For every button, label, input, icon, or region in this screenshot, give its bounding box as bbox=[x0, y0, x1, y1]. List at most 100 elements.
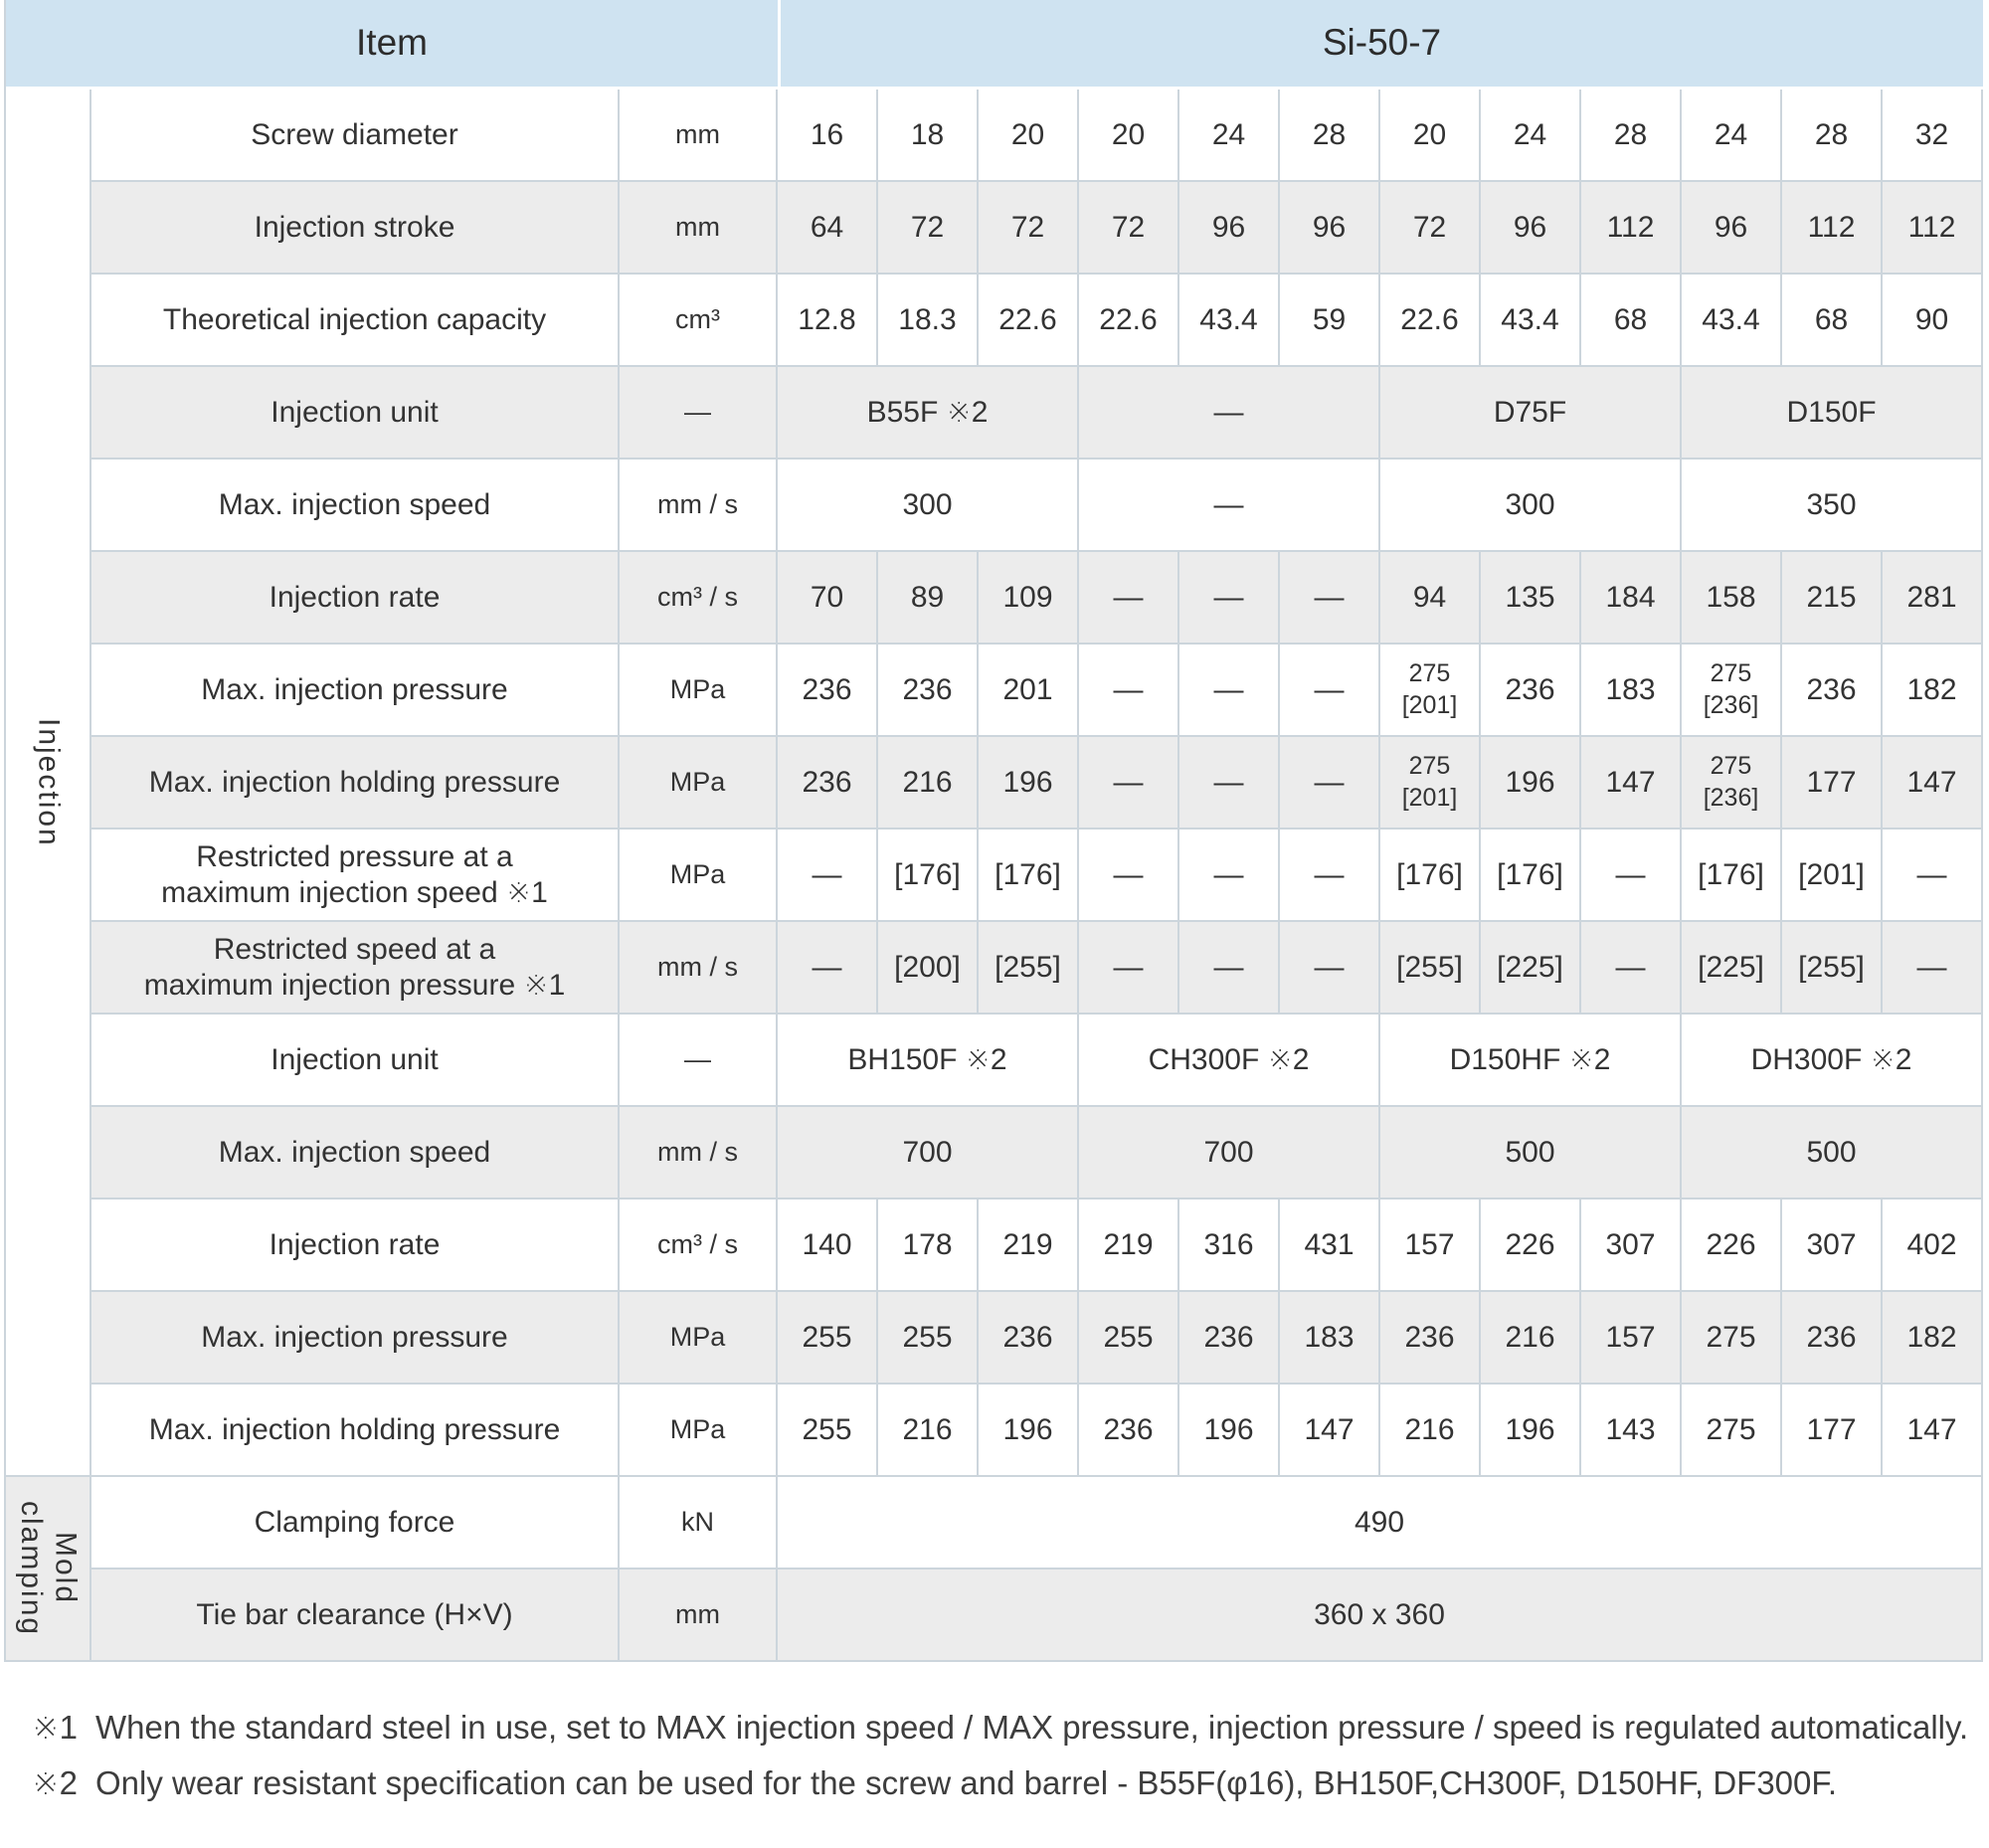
data-cell: 182 bbox=[1883, 645, 1983, 737]
data-cell: — bbox=[1581, 830, 1682, 922]
data-cell: 216 bbox=[878, 1385, 979, 1477]
data-cell: 24 bbox=[1682, 90, 1782, 182]
row-label: Max. injection pressure bbox=[91, 645, 620, 737]
data-cell: 281 bbox=[1883, 552, 1983, 645]
data-cell: 183 bbox=[1581, 645, 1682, 737]
row-unit: cm³ bbox=[620, 275, 778, 367]
data-cell: 96 bbox=[1682, 182, 1782, 275]
data-cell: 24 bbox=[1481, 90, 1581, 182]
row-unit: MPa bbox=[620, 830, 778, 922]
data-cell: 147 bbox=[1581, 737, 1682, 830]
data-cell: — bbox=[1079, 737, 1179, 830]
data-cell: [200] bbox=[878, 922, 979, 1015]
row-label: Max. injection holding pressure bbox=[91, 737, 620, 830]
data-cell: — bbox=[1179, 552, 1280, 645]
data-cell: 275 bbox=[1682, 1292, 1782, 1385]
data-cell: 201 bbox=[979, 645, 1079, 737]
data-cell: — bbox=[1280, 552, 1380, 645]
data-cell: — bbox=[1179, 737, 1280, 830]
data-cell: 196 bbox=[1481, 1385, 1581, 1477]
data-cell: — bbox=[1079, 367, 1380, 460]
row-label: Screw diameter bbox=[91, 90, 620, 182]
data-cell: CH300F ※2 bbox=[1079, 1015, 1380, 1107]
row-unit: cm³ / s bbox=[620, 1200, 778, 1292]
data-cell: — bbox=[1581, 922, 1682, 1015]
data-cell: 12.8 bbox=[778, 275, 878, 367]
data-cell: 96 bbox=[1280, 182, 1380, 275]
data-cell: B55F ※2 bbox=[778, 367, 1079, 460]
data-cell: 360 x 360 bbox=[778, 1570, 1983, 1662]
row-label: Max. injection pressure bbox=[91, 1292, 620, 1385]
data-cell: 89 bbox=[878, 552, 979, 645]
data-cell: [176] bbox=[1682, 830, 1782, 922]
data-cell: — bbox=[1883, 922, 1983, 1015]
data-cell: — bbox=[1079, 830, 1179, 922]
row-label: Injection unit bbox=[91, 367, 620, 460]
data-cell: 96 bbox=[1481, 182, 1581, 275]
row-unit: mm / s bbox=[620, 460, 778, 552]
data-cell: 196 bbox=[979, 1385, 1079, 1477]
data-cell: 140 bbox=[778, 1200, 878, 1292]
footnote-1: ※1 When the standard steel in use, set t… bbox=[32, 1708, 1989, 1747]
footnote-2-marker: ※2 bbox=[32, 1764, 79, 1801]
data-cell: 20 bbox=[1380, 90, 1481, 182]
data-cell: — bbox=[778, 830, 878, 922]
row-unit: mm bbox=[620, 182, 778, 275]
data-cell: 64 bbox=[778, 182, 878, 275]
data-cell: 275 bbox=[1682, 1385, 1782, 1477]
data-cell: — bbox=[1883, 830, 1983, 922]
data-cell: 219 bbox=[1079, 1200, 1179, 1292]
data-cell: 236 bbox=[1481, 645, 1581, 737]
model-header: Si-50-7 bbox=[778, 0, 1983, 90]
data-cell: 236 bbox=[878, 645, 979, 737]
data-cell: 20 bbox=[979, 90, 1079, 182]
footnote-2-text: Only wear resistant specification can be… bbox=[95, 1764, 1838, 1801]
data-cell: 215 bbox=[1782, 552, 1883, 645]
row-label: Max. injection holding pressure bbox=[91, 1385, 620, 1477]
data-cell: 236 bbox=[1782, 1292, 1883, 1385]
data-cell: D75F bbox=[1380, 367, 1682, 460]
data-cell: 43.4 bbox=[1179, 275, 1280, 367]
data-cell: 20 bbox=[1079, 90, 1179, 182]
data-cell: 24 bbox=[1179, 90, 1280, 182]
data-cell: 236 bbox=[1179, 1292, 1280, 1385]
row-label: Tie bar clearance (H×V) bbox=[91, 1570, 620, 1662]
data-cell: 183 bbox=[1280, 1292, 1380, 1385]
row-label: Restricted pressure at a maximum injecti… bbox=[91, 830, 620, 922]
data-cell: 18 bbox=[878, 90, 979, 182]
data-cell: 226 bbox=[1682, 1200, 1782, 1292]
data-cell: 135 bbox=[1481, 552, 1581, 645]
data-cell: 275 [236] bbox=[1682, 737, 1782, 830]
data-cell: 28 bbox=[1280, 90, 1380, 182]
data-cell: — bbox=[1079, 552, 1179, 645]
data-cell: — bbox=[1179, 830, 1280, 922]
row-unit: mm / s bbox=[620, 922, 778, 1015]
data-cell: 177 bbox=[1782, 737, 1883, 830]
row-label: Theoretical injection capacity bbox=[91, 275, 620, 367]
data-cell: 402 bbox=[1883, 1200, 1983, 1292]
data-cell: 700 bbox=[1079, 1107, 1380, 1200]
data-cell: 70 bbox=[778, 552, 878, 645]
data-cell: BH150F ※2 bbox=[778, 1015, 1079, 1107]
data-cell: — bbox=[1079, 645, 1179, 737]
data-cell: 236 bbox=[1380, 1292, 1481, 1385]
data-cell: 59 bbox=[1280, 275, 1380, 367]
data-cell: 112 bbox=[1883, 182, 1983, 275]
data-cell: 500 bbox=[1380, 1107, 1682, 1200]
data-cell: — bbox=[1280, 922, 1380, 1015]
data-cell: [255] bbox=[1782, 922, 1883, 1015]
data-cell: 109 bbox=[979, 552, 1079, 645]
data-cell: 178 bbox=[878, 1200, 979, 1292]
data-cell: 255 bbox=[878, 1292, 979, 1385]
data-cell: — bbox=[778, 922, 878, 1015]
data-cell: 157 bbox=[1581, 1292, 1682, 1385]
data-cell: [225] bbox=[1682, 922, 1782, 1015]
footnote-1-text: When the standard steel in use, set to M… bbox=[95, 1709, 1969, 1746]
data-cell: 196 bbox=[1179, 1385, 1280, 1477]
row-unit: mm / s bbox=[620, 1107, 778, 1200]
row-unit: MPa bbox=[620, 1292, 778, 1385]
data-cell: 255 bbox=[778, 1292, 878, 1385]
data-cell: 72 bbox=[979, 182, 1079, 275]
data-cell: — bbox=[1280, 737, 1380, 830]
